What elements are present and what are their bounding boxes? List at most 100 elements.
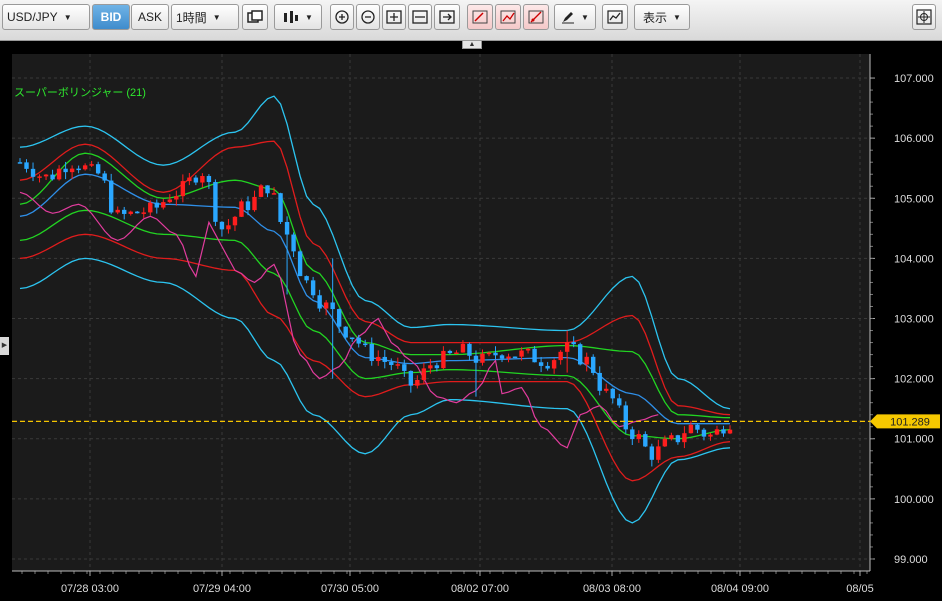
candle-body [695,424,700,430]
candle [180,174,186,203]
draw-fib-button[interactable] [523,4,549,30]
candle-body [623,405,628,430]
timeframe-label: 1時間 [176,10,207,25]
draw-line-icon [472,10,488,24]
candle [636,430,642,443]
candle [245,196,251,216]
candle-body [24,162,29,169]
indicator-button[interactable] [602,4,628,30]
band-line-+3σ [19,95,731,410]
candle [525,348,531,354]
candle [310,276,316,299]
candle [343,326,348,339]
candle-body [499,355,505,359]
zoom-in-button[interactable] [330,4,354,30]
candle [727,425,733,435]
candle [408,370,414,393]
ask-button[interactable]: ASK [131,4,169,30]
scroll-right-icon [439,10,455,24]
candle [395,357,400,369]
symbol-select[interactable]: USD/JPY [2,4,90,30]
candle-body [708,434,713,437]
candle-body [675,435,681,443]
candle [226,219,231,234]
candle [512,356,518,359]
zoom-out-button[interactable] [356,4,380,30]
candle [454,350,459,355]
candle-body [395,364,400,366]
candle [376,350,381,366]
draw-line-button[interactable] [467,4,493,30]
draw-trend-icon [500,10,516,24]
copy-chart-button[interactable] [242,4,268,30]
collapse-toolbar-handle[interactable]: ▲ [462,40,482,49]
candle [486,351,492,357]
candle [506,353,511,363]
candle-body [43,174,49,177]
candle-body [512,356,518,359]
display-menu[interactable]: 表示 [634,4,690,30]
candle [584,352,589,372]
candle-body [37,176,42,178]
scroll-right-button[interactable] [434,4,460,30]
candle-body [278,193,283,222]
candle-body [506,356,511,359]
candle [271,187,277,195]
candle-body [30,168,36,177]
candle [167,194,173,204]
toolbar: USD/JPY BID ASK 1時間 表示 [0,0,942,41]
crosshair-icon [916,9,932,25]
pen-tool-select[interactable] [554,4,596,30]
candle-body [115,209,120,213]
band-line-MA [19,173,730,425]
candle-body [226,225,231,230]
candle [278,192,283,224]
candle-body [669,435,674,439]
candle-body [662,438,668,447]
candle-body [656,446,661,460]
candle-body [473,355,479,363]
candle-body [467,343,472,356]
candle-body [538,362,544,366]
candle-body [148,202,153,213]
candle [135,210,140,214]
pen-icon [562,12,575,24]
candle-body [82,165,88,170]
candle [128,210,133,216]
candle-body [323,302,329,309]
candle-body [63,168,68,173]
candle-body [167,199,173,203]
candle [591,354,596,376]
draw-trend-button[interactable] [495,4,521,30]
candle [291,232,296,258]
candle-body [584,356,589,365]
candle [682,426,687,449]
timeframe-select[interactable]: 1時間 [171,4,239,30]
y-tick-label: 101.000 [894,434,934,446]
fit-button[interactable] [382,4,406,30]
candle-body [480,353,485,363]
crosshair-button[interactable] [912,4,936,30]
x-tick-label: 07/30 05:00 [321,583,379,595]
candle-body [213,182,218,222]
y-tick-label: 105.000 [894,193,934,205]
expand-panel-handle[interactable]: ▶ [0,337,9,355]
current-price-tag [870,414,940,429]
candle [187,172,192,186]
candle-body [330,302,335,310]
candle [56,165,62,181]
candle-body [310,280,316,296]
bid-button[interactable]: BID [92,4,130,30]
draw-fib-icon [528,10,544,24]
candle [76,165,81,174]
candle [415,375,420,389]
candle [688,420,694,434]
chart-type-select[interactable] [274,4,322,30]
current-price-label: 101.289 [890,416,930,428]
candle-body [356,337,361,344]
shrink-button[interactable] [408,4,432,30]
candle-body [174,196,179,200]
candle [336,308,342,334]
candle [695,423,700,434]
candle [643,431,648,448]
